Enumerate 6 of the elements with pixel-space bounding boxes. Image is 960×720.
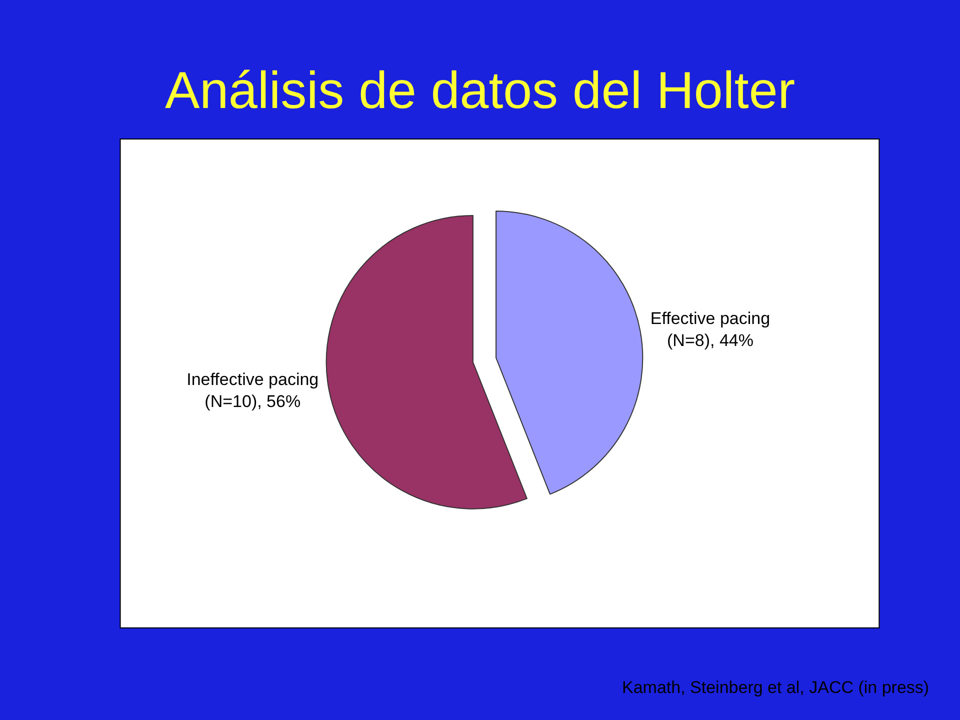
chart-title: Análisis de datos del Holter [164,62,796,120]
slice-label: Effective pacing [650,309,770,328]
text: Kamath, Steinberg et al, JACC (in press) [622,678,930,697]
data-label: (N=10), 56% [204,392,301,411]
slice-label: Ineffective pacing [186,370,319,389]
data-label: (N=8), 44% [667,331,754,350]
